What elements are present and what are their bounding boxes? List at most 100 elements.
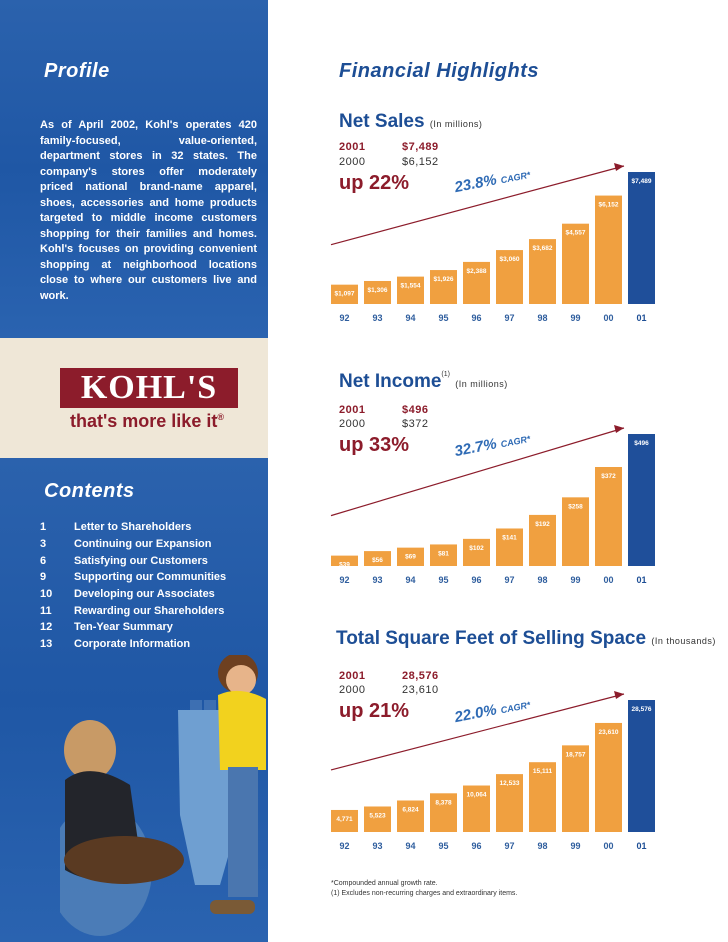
contents-page-number: 9	[40, 571, 47, 584]
cagr-footnote: *Compounded annual growth rate.	[331, 880, 438, 887]
kohls-logo: KOHL'S	[60, 368, 238, 408]
net-sales-chart: $1,097 92 $1,306 93 $1,554 94 $1,926 95 $2,388 96…	[330, 163, 655, 323]
net-sales-trend-arrowhead	[614, 163, 624, 171]
net-sales-data-label: $1,097	[335, 291, 355, 298]
net-income-bar	[529, 514, 556, 566]
contents-page-number: 3	[40, 538, 47, 551]
excludes-footnote: (1) Excludes non-recurring charges and e…	[331, 890, 517, 897]
net-income-growth: up 33%	[339, 434, 410, 456]
selling-space-2001-value: 28,576	[402, 670, 439, 682]
net-income-title: Net Income(1) (In millions)	[339, 371, 508, 393]
net-sales-2001-value: $7,489	[402, 141, 439, 153]
selling-space-bar	[364, 806, 391, 832]
net-sales-title: Net Sales (In millions)	[339, 111, 482, 133]
selling-space-bar	[463, 785, 490, 832]
net-sales-title-text: Net Sales	[339, 111, 425, 132]
net-income-2001-value: $496	[402, 404, 429, 416]
excludes-footnote-text: Excludes non-recurring charges and extra…	[341, 890, 518, 897]
mother-son-photo	[60, 655, 266, 936]
selling-space-tick-label: 97	[504, 841, 514, 851]
contents-title-text: Continuing our Expansion	[74, 538, 212, 551]
net-sales-tick-label: 92	[339, 313, 349, 323]
logo-text: KOHL'S	[80, 369, 218, 406]
selling-space-tick-label: 98	[537, 841, 547, 851]
net-sales-bar	[430, 270, 457, 304]
net-income-bar	[331, 555, 358, 566]
profile-title: Profile	[44, 60, 110, 82]
profile-panel	[0, 0, 268, 338]
net-income-data-label: $192	[535, 521, 550, 528]
net-income-bar	[562, 497, 589, 566]
profile-text: As of April 2002, Kohl's operates 420 fa…	[40, 119, 257, 302]
contents-item: 1 Letter to Shareholders	[40, 519, 270, 536]
contents-title-text: Letter to Shareholders	[74, 521, 192, 534]
selling-space-bar	[529, 762, 556, 832]
selling-space-bar	[562, 745, 589, 832]
contents-title-text: Developing our Associates	[74, 588, 215, 601]
selling-space-data-label: 18,757	[566, 751, 586, 758]
selling-space-data-label: 4,771	[336, 816, 353, 823]
net-income-data-label: $141	[502, 534, 517, 541]
selling-space-tick-label: 00	[603, 841, 613, 851]
net-sales-data-label: $3,682	[533, 245, 553, 252]
selling-space-data-label: 5,523	[369, 812, 386, 819]
net-income-tick-label: 00	[603, 575, 613, 585]
selling-space-tick-label: 96	[471, 841, 481, 851]
net-sales-2000-value: $6,152	[402, 156, 439, 168]
net-sales-data-label: $3,060	[500, 256, 520, 263]
net-income-data-label: $372	[601, 473, 616, 480]
net-income-bar	[463, 538, 490, 566]
selling-space-bar	[397, 800, 424, 832]
selling-space-data-label: 23,610	[599, 729, 619, 736]
contents-item: 13 Corporate Information	[40, 636, 270, 653]
net-income-tick-label: 97	[504, 575, 514, 585]
selling-space-bar	[496, 774, 523, 832]
net-income-2001-year: 2001	[339, 404, 366, 416]
selling-space-tick-label: 01	[636, 841, 646, 851]
net-sales-bar	[562, 223, 589, 304]
net-income-bar	[496, 528, 523, 566]
contents-page-number: 12	[40, 621, 53, 634]
net-income-data-label: $69	[405, 554, 416, 561]
net-income-tick-label: 98	[537, 575, 547, 585]
selling-space-data-label: 15,111	[533, 768, 553, 775]
selling-space-data-label: 6,824	[402, 806, 419, 813]
contents-title-text: Corporate Information	[74, 638, 191, 651]
net-income-bar	[628, 434, 655, 566]
net-income-tick-label: 94	[405, 575, 415, 585]
contents-title-text: Satisfying our Customers	[74, 554, 208, 567]
net-sales-bar	[628, 172, 655, 304]
net-sales-data-label: $6,152	[599, 202, 619, 209]
contents-page-number: 11	[40, 604, 52, 617]
financial-highlights-title: Financial Highlights	[339, 60, 540, 82]
net-sales-tick-label: 93	[372, 313, 382, 323]
selling-space-tick-label: 94	[405, 841, 415, 851]
selling-space-growth: up 21%	[339, 700, 410, 722]
net-income-bar	[364, 551, 391, 566]
selling-space-bar	[628, 700, 655, 832]
net-sales-trend-line	[330, 165, 625, 246]
net-income-data-label: $81	[438, 550, 449, 557]
contents-item: 3 Continuing our Expansion	[40, 536, 270, 553]
selling-space-bar	[331, 809, 358, 832]
net-income-chart: $39 92 $56 93 $69 94 $81 95 $102 96 $141 97 $192 98 $2…	[330, 425, 655, 585]
selling-space-tick-label: 93	[372, 841, 382, 851]
contents-item: 10 Developing our Associates	[40, 586, 270, 603]
net-sales-tick-label: 96	[471, 313, 481, 323]
tagline-text: that's more like it	[70, 411, 218, 431]
net-income-tick-label: 92	[339, 575, 349, 585]
net-sales-bar	[529, 239, 556, 304]
net-income-bar	[397, 547, 424, 566]
net-sales-bar	[463, 261, 490, 304]
net-income-title-text: Net Income	[339, 371, 442, 392]
contents-page-number: 1	[40, 521, 47, 534]
contents-page-number: 13	[40, 638, 53, 651]
net-sales-tick-label: 98	[537, 313, 547, 323]
selling-space-2000-year: 2000	[339, 684, 366, 696]
net-sales-bar	[595, 195, 622, 304]
net-sales-bar	[331, 284, 358, 304]
net-sales-bar	[364, 280, 391, 304]
contents-page-number: 6	[40, 554, 47, 567]
net-income-data-label: $258	[568, 503, 583, 510]
net-income-tick-label: 93	[372, 575, 382, 585]
